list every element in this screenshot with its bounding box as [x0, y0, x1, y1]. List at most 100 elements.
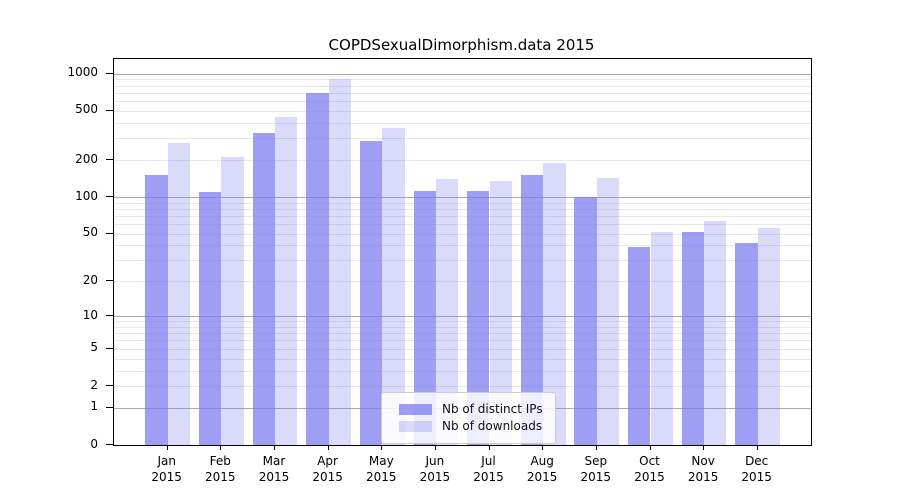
y-tick-label: 1000 [67, 65, 98, 80]
gridline-minor [114, 110, 811, 112]
y-tick-mark [106, 315, 113, 317]
gridline-minor [114, 358, 811, 360]
bar-distinct-ips-apr [306, 92, 329, 445]
y-tick-label: 50 [82, 225, 98, 240]
bar-downloads-dec [757, 227, 781, 445]
legend-item-distinct-ips: Nb of distinct IPs [399, 402, 543, 416]
bar-downloads-nov [704, 220, 727, 445]
gridline-minor [114, 224, 811, 226]
gridline-major [114, 73, 811, 75]
x-tick-mark [434, 445, 436, 450]
gridline-minor [114, 370, 811, 372]
legend-item-downloads: Nb of downloads [399, 419, 543, 433]
gridline-minor [114, 202, 811, 204]
x-tick-label: Feb 2015 [205, 454, 236, 484]
x-tick-mark [166, 445, 168, 450]
x-tick-label: Apr 2015 [312, 454, 343, 484]
gridline-major [114, 197, 811, 198]
legend-swatch-distinct-ips [399, 403, 432, 415]
gridline-minor [114, 245, 811, 247]
y-tick-mark [106, 232, 113, 234]
x-tick-mark [595, 445, 597, 450]
x-tick-label: Dec 2015 [741, 454, 772, 484]
gridline-minor [114, 160, 811, 161]
x-tick-label: Aug 2015 [526, 454, 558, 484]
gridline-minor [114, 79, 811, 81]
y-tick-label: 5 [90, 340, 98, 355]
chart-title: COPDSexualDimorphism.data 2015 [328, 36, 595, 54]
bar-distinct-ips-may [359, 141, 383, 445]
legend: Nb of distinct IPs Nb of downloads [381, 392, 556, 444]
x-tick-mark [327, 445, 329, 450]
x-tick-label: May 2015 [366, 454, 397, 484]
legend-swatch-downloads [399, 420, 432, 432]
bar-distinct-ips-sep [574, 197, 597, 445]
y-tick-label: 200 [75, 151, 98, 166]
y-tick-label: 10 [82, 307, 98, 322]
y-tick-label: 2 [90, 377, 98, 392]
bar-distinct-ips-nov [681, 231, 705, 445]
gridline-minor [114, 326, 811, 328]
bar-downloads-apr [328, 78, 351, 445]
gridline-minor [114, 281, 811, 283]
bar-distinct-ips-oct [628, 246, 651, 445]
bar-distinct-ips-dec [735, 242, 758, 445]
gridline-major [114, 316, 811, 318]
bar-downloads-mar [275, 116, 298, 445]
gridline-minor [114, 340, 811, 342]
x-tick-mark [649, 445, 651, 450]
y-tick-mark [106, 196, 113, 197]
y-tick-label: 0 [90, 436, 98, 451]
y-tick-mark [106, 109, 113, 111]
x-tick-mark [703, 445, 705, 450]
gridline-minor [114, 260, 811, 262]
x-tick-label: Sep 2015 [580, 454, 612, 484]
bar-downloads-jun [435, 179, 459, 445]
x-tick-mark [488, 445, 490, 450]
x-tick-mark [542, 445, 544, 450]
x-tick-mark [220, 445, 222, 450]
bar-downloads-feb [221, 157, 244, 445]
gridline-minor [114, 386, 811, 387]
legend-label-distinct-ips: Nb of distinct IPs [442, 402, 543, 416]
x-tick-mark [756, 445, 758, 450]
bar-distinct-ips-feb [198, 191, 222, 445]
gridline-minor [114, 321, 811, 323]
y-tick-mark [106, 406, 113, 408]
y-tick-mark [106, 385, 113, 386]
x-tick-mark [274, 445, 275, 450]
y-tick-mark [106, 444, 113, 445]
bar-distinct-ips-aug [520, 174, 544, 445]
y-tick-label: 20 [82, 272, 98, 287]
x-tick-mark [381, 445, 383, 450]
y-tick-mark [106, 280, 113, 282]
gridline-minor [114, 85, 811, 87]
x-tick-label: Jul 2015 [473, 454, 504, 484]
gridline-minor [114, 122, 811, 124]
bar-downloads-sep [596, 177, 620, 445]
bar-distinct-ips-jun [413, 190, 436, 445]
y-tick-label: 1 [90, 399, 98, 414]
x-tick-label: Nov 2015 [687, 454, 719, 484]
x-tick-label: Oct 2015 [634, 454, 665, 484]
bar-distinct-ips-jan [145, 175, 168, 445]
y-tick-mark [106, 159, 113, 160]
plot-area: Nb of distinct IPs Nb of downloads [113, 58, 812, 446]
gridline-minor [114, 208, 811, 210]
gridline-minor [114, 233, 811, 235]
bar-downloads-oct [650, 231, 673, 445]
bar-downloads-jul [489, 181, 512, 445]
y-tick-mark [106, 72, 113, 74]
y-tick-mark [106, 347, 113, 349]
bar-distinct-ips-mar [252, 132, 275, 445]
gridline-minor [114, 333, 811, 335]
gridline-minor [114, 101, 811, 103]
x-tick-label: Mar 2015 [258, 454, 290, 484]
bar-downloads-jan [167, 142, 191, 445]
gridline-minor [114, 348, 811, 350]
bar-downloads-may [382, 127, 405, 445]
x-tick-label: Jun 2015 [419, 454, 451, 484]
bar-distinct-ips-jul [467, 190, 490, 445]
gridline-minor [114, 215, 811, 217]
